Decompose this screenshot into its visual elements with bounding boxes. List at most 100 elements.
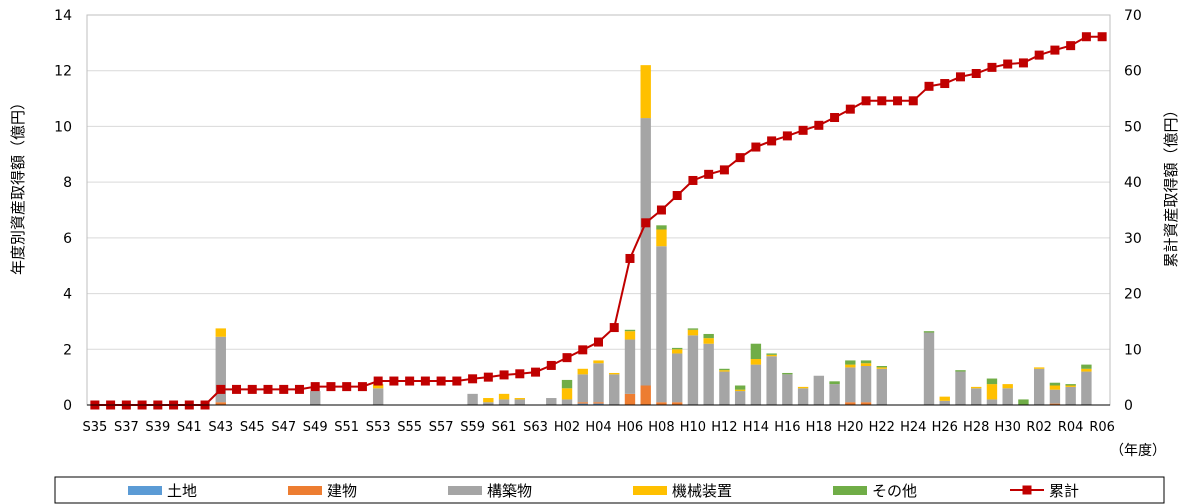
x-tick-label-S55: S55 bbox=[397, 420, 422, 435]
x-tick-label-H04: H04 bbox=[585, 420, 611, 435]
left-axis-title: 年度別資産取得額（億円） bbox=[9, 95, 27, 275]
x-tick-label-H18: H18 bbox=[806, 420, 832, 435]
left-tick-label-0: 0 bbox=[63, 398, 72, 414]
bar-H25-s4 bbox=[923, 331, 935, 333]
bar-H06-s1 bbox=[624, 393, 636, 405]
bar-R05-s2 bbox=[1081, 371, 1092, 405]
cumulative-marker-S54 bbox=[389, 376, 399, 386]
x-axis-unit-label: （年度） bbox=[1110, 443, 1166, 459]
bar-H29-s3 bbox=[986, 384, 998, 400]
bar-H20-s2 bbox=[845, 367, 856, 403]
bar-H13-s3 bbox=[734, 389, 746, 392]
cumulative-marker-R03 bbox=[1050, 45, 1060, 55]
cumulative-marker-H20 bbox=[845, 104, 855, 114]
bar-H06-s4 bbox=[624, 329, 636, 332]
bar-H08-s4 bbox=[656, 225, 667, 230]
bar-H27-s4 bbox=[955, 370, 966, 372]
bar-H02-s4 bbox=[561, 379, 573, 389]
bar-H29-s2 bbox=[986, 399, 998, 405]
bar-R03-s1 bbox=[1049, 403, 1061, 405]
x-axis-ticks: S35 S37 S39 S41 S43 S45 S47 S49 S51 S53 S55 S57 S59 S… bbox=[82, 420, 1114, 435]
x-tick-label-H10: H10 bbox=[680, 420, 706, 435]
x-tick-label-H20: H20 bbox=[837, 420, 863, 435]
cumulative-marker-S48 bbox=[294, 384, 304, 394]
cumulative-marker-H11 bbox=[704, 169, 714, 179]
bar-H09-s2 bbox=[671, 353, 683, 403]
bar-H07-s3 bbox=[640, 65, 651, 119]
cumulative-marker-H25 bbox=[924, 81, 934, 91]
bar-H10-s2 bbox=[687, 335, 699, 405]
bar-H03-s2 bbox=[577, 374, 588, 403]
x-tick-label-S57: S57 bbox=[429, 420, 454, 435]
bar-S62-s3 bbox=[514, 398, 526, 400]
bar-H06-s3 bbox=[624, 331, 636, 340]
bar-H08-s1 bbox=[656, 402, 667, 405]
bar-H28-s3 bbox=[971, 386, 982, 389]
cumulative-marker-H22 bbox=[877, 96, 887, 106]
x-tick-label-S41: S41 bbox=[177, 420, 202, 435]
bar-R04-s2 bbox=[1065, 386, 1076, 405]
axes bbox=[86, 14, 1111, 406]
cumulative-marker-S58 bbox=[452, 376, 462, 386]
right-tick-label-10: 10 bbox=[1124, 342, 1142, 358]
bar-R04-s3 bbox=[1065, 385, 1076, 387]
cumulative-marker-S63 bbox=[531, 367, 541, 377]
cumulative-marker-H07 bbox=[641, 218, 651, 228]
bar-H12-s4 bbox=[719, 368, 730, 371]
bar-H15-s4 bbox=[766, 353, 777, 355]
cumulative-line bbox=[90, 32, 1107, 410]
bar-H04-s2 bbox=[593, 363, 604, 403]
gridlines bbox=[87, 14, 1110, 350]
legend-label-構築物: 構築物 bbox=[487, 482, 532, 500]
x-tick-label-S43: S43 bbox=[208, 420, 233, 435]
cumulative-marker-H05 bbox=[609, 323, 619, 333]
left-axis-ticks: 0 2 4 6 8 10 12 14 bbox=[54, 8, 72, 414]
bar-H11-s4 bbox=[703, 333, 714, 339]
bar-H13-s4 bbox=[734, 385, 746, 390]
bar-series bbox=[215, 65, 1092, 405]
bar-S49-s2 bbox=[310, 391, 321, 405]
bar-H17-s3 bbox=[797, 386, 809, 389]
cumulative-marker-H02 bbox=[562, 353, 572, 363]
cumulative-marker-H23 bbox=[893, 96, 903, 106]
left-tick-label-2: 2 bbox=[63, 342, 72, 358]
bar-R01-s4 bbox=[1018, 399, 1029, 405]
cumulative-marker-R01 bbox=[1018, 58, 1028, 68]
bar-H01-s2 bbox=[546, 398, 557, 405]
cumulative-marker-H18 bbox=[814, 120, 824, 130]
bar-H28-s2 bbox=[971, 388, 982, 405]
cumulative-marker-H08 bbox=[656, 205, 666, 215]
bar-S53-s2 bbox=[372, 388, 384, 405]
cumulative-marker-S47 bbox=[279, 384, 289, 394]
bar-H13-s2 bbox=[734, 391, 746, 405]
bar-R03-s4 bbox=[1049, 382, 1061, 386]
cumulative-marker-S52 bbox=[357, 382, 367, 392]
cumulative-marker-S49 bbox=[310, 382, 320, 392]
x-tick-label-H14: H14 bbox=[743, 420, 769, 435]
bar-H22-s4 bbox=[876, 366, 887, 368]
bar-H30-s3 bbox=[1002, 384, 1013, 389]
bar-H09-s4 bbox=[671, 347, 683, 350]
bar-R04-s4 bbox=[1065, 384, 1076, 386]
x-tick-label-S63: S63 bbox=[523, 420, 548, 435]
bar-H08-s3 bbox=[656, 229, 667, 247]
bar-H16-s2 bbox=[782, 374, 793, 405]
x-tick-label-S51: S51 bbox=[334, 420, 359, 435]
x-tick-label-S49: S49 bbox=[303, 420, 328, 435]
bar-H22-s2 bbox=[876, 368, 887, 405]
bar-H11-s3 bbox=[703, 338, 714, 344]
x-tick-label-H22: H22 bbox=[869, 420, 895, 435]
cumulative-marker-H15 bbox=[767, 136, 777, 146]
bar-R02-s3 bbox=[1033, 367, 1045, 369]
left-tick-label-10: 10 bbox=[54, 119, 72, 135]
cumulative-marker-H01 bbox=[546, 360, 556, 370]
legend-label-累計: 累計 bbox=[1049, 482, 1079, 500]
legend-swatch-建物 bbox=[288, 486, 322, 495]
right-axis-title: 累計資産取得額（億円） bbox=[1162, 102, 1180, 267]
cumulative-marker-H03 bbox=[578, 345, 588, 355]
cumulative-marker-H17 bbox=[798, 125, 808, 135]
cumulative-marker-S62 bbox=[515, 369, 525, 379]
cumulative-marker-S44 bbox=[232, 384, 242, 394]
cumulative-marker-S60 bbox=[483, 372, 493, 382]
right-tick-label-0: 0 bbox=[1124, 398, 1133, 414]
